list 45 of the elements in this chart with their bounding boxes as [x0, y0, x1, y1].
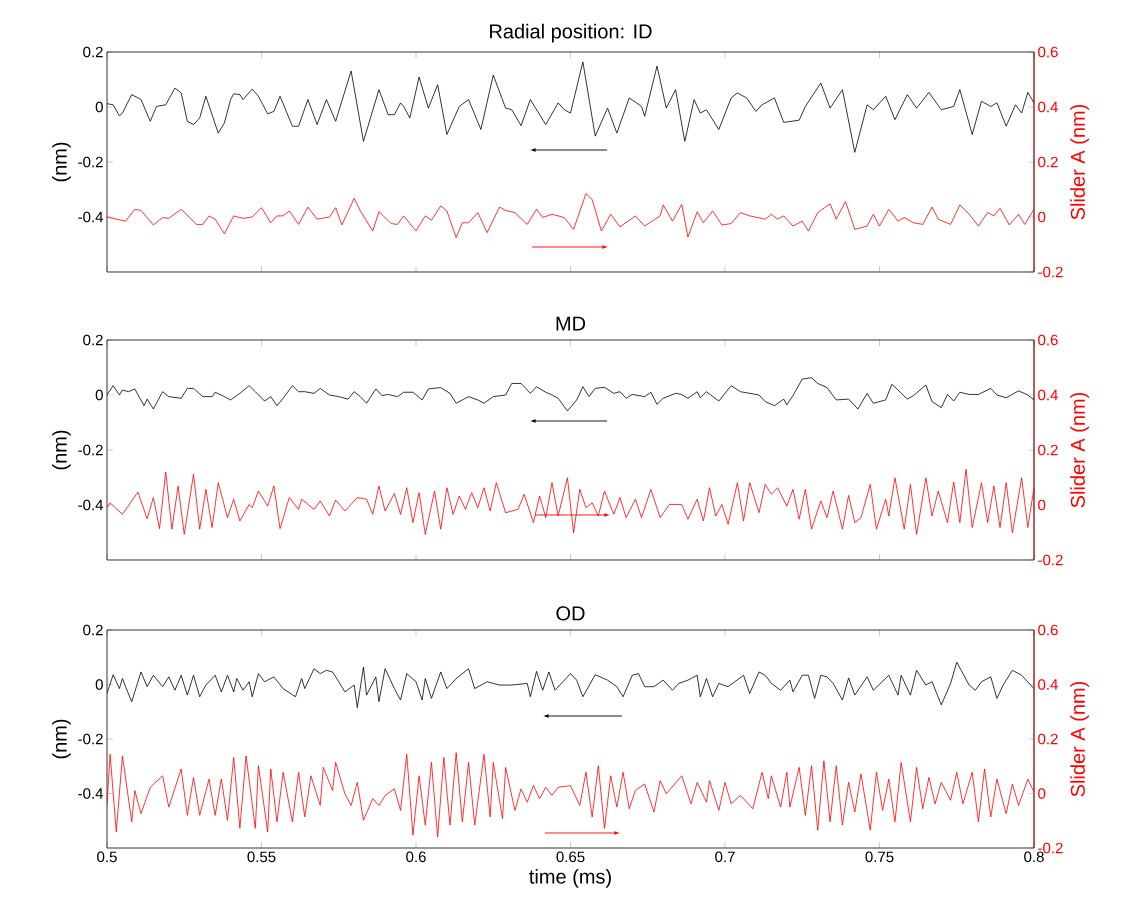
y2-tick-label: -0.2	[1038, 266, 1063, 278]
line-series	[107, 193, 1035, 239]
y2-tick-label: 0	[1038, 788, 1046, 799]
y2-tick-label: 0.6	[1038, 46, 1058, 58]
y2-axis-title: Slider A (nm)	[1070, 681, 1089, 797]
y-tick-label: -0.2	[78, 733, 103, 745]
y2-tick-label: 0	[1038, 211, 1046, 223]
x-axis-title: time (ms)	[529, 869, 611, 888]
y-axis-title: (nm)	[52, 719, 71, 759]
y-tick-label: -0.4	[78, 788, 104, 799]
y-axis-title: (nm)	[52, 142, 71, 182]
x-tick-label: 0.5	[97, 851, 117, 863]
y-tick-label: -0.4	[78, 211, 104, 223]
chart-title: OD	[556, 606, 585, 621]
y2-tick-label: 0.4	[1038, 101, 1058, 113]
y2-axis-title: Slider A (nm)	[1070, 392, 1089, 508]
x-tick-label: 0.65	[556, 851, 585, 863]
y2-tick-label: 0	[1038, 499, 1046, 511]
y-tick-label: 0	[95, 101, 103, 113]
y-tick-label: 0.2	[83, 624, 103, 636]
y-tick-label: 0	[95, 389, 103, 401]
y2-tick-label: 0.2	[1038, 733, 1058, 745]
y-tick-label: 0	[95, 679, 103, 690]
y-tick-label: -0.4	[78, 499, 104, 511]
y-tick-label: 0.2	[83, 46, 103, 58]
y-axis-title: (nm)	[52, 430, 71, 470]
y2-tick-label: 0.6	[1038, 624, 1058, 636]
chart-title: MD	[556, 316, 586, 331]
y2-tick-label: 0.4	[1038, 679, 1058, 690]
x-tick-label: 0.7	[715, 851, 735, 863]
y2-tick-label: 0.2	[1038, 156, 1058, 168]
y2-tick-label: 0.6	[1038, 334, 1058, 346]
line-series	[107, 752, 1035, 838]
y2-tick-label: -0.2	[1038, 554, 1063, 566]
line-series	[107, 468, 1035, 535]
y-tick-label: -0.2	[78, 156, 103, 168]
y2-tick-label: 0.4	[1038, 389, 1058, 401]
x-tick-label: 0.6	[406, 851, 426, 863]
y2-axis-title: Slider A (nm)	[1070, 104, 1089, 220]
chart-title: Radial position: ID	[490, 23, 652, 43]
y-tick-label: 0.2	[83, 334, 103, 346]
x-tick-label: 0.75	[865, 851, 894, 863]
x-tick-label: 0.55	[247, 851, 276, 863]
y-tick-label: -0.2	[78, 444, 103, 456]
y2-tick-label: 0.2	[1038, 444, 1058, 456]
